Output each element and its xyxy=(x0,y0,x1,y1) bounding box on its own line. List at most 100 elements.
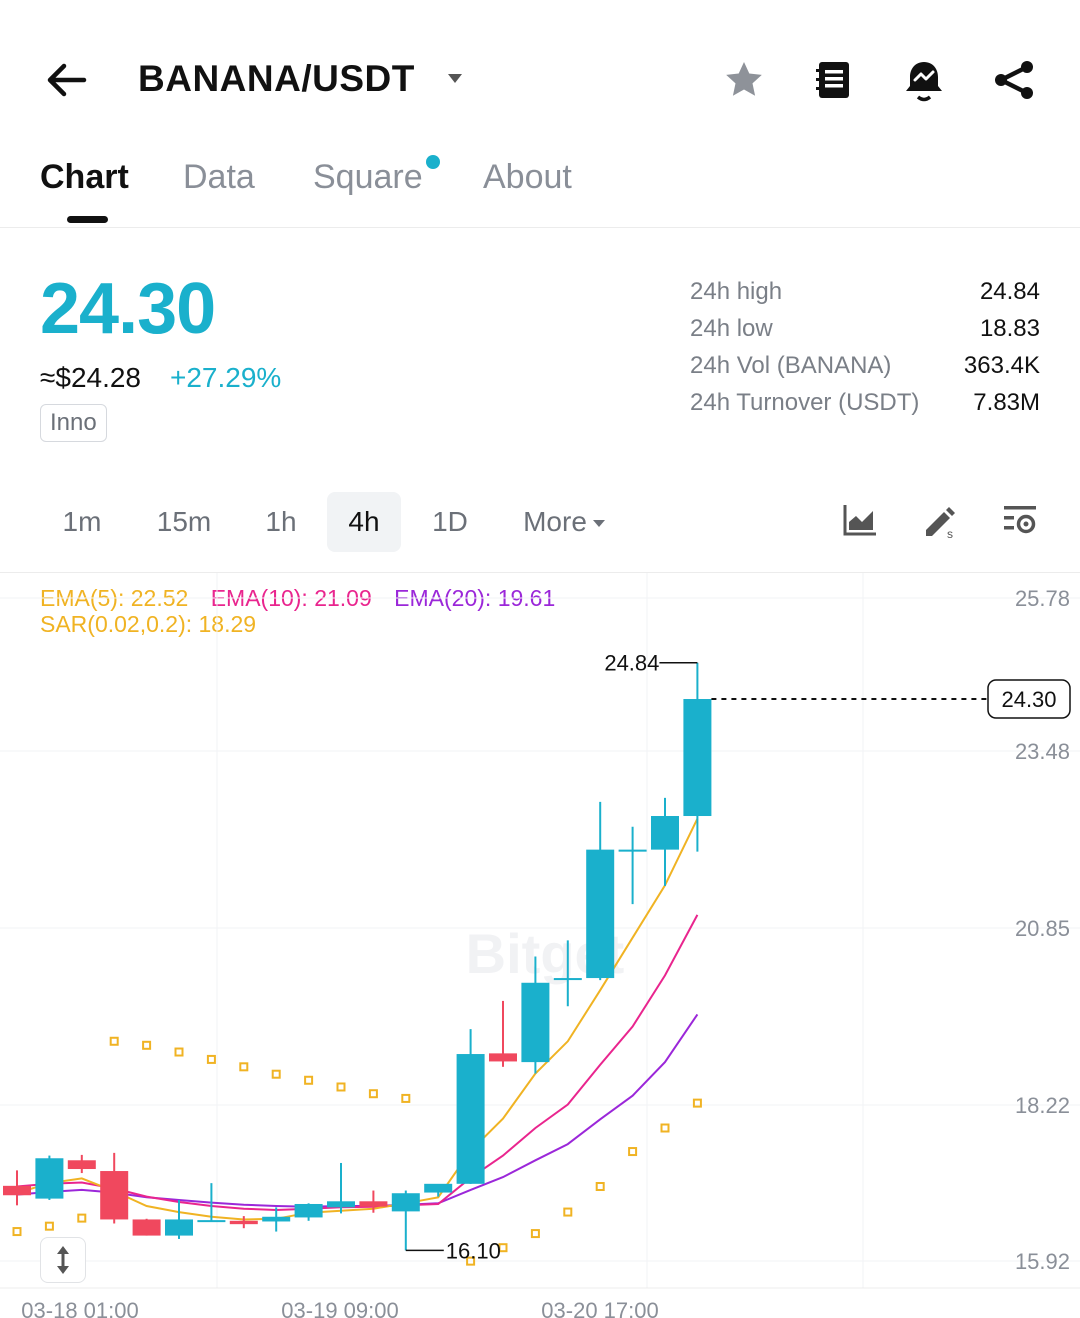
scale-toggle-button[interactable] xyxy=(40,1237,86,1283)
pair-title[interactable]: BANANA/USDT xyxy=(138,58,415,99)
vertical-arrows-icon xyxy=(57,1246,69,1274)
last-price-tag-label: 24.30 xyxy=(1001,687,1056,712)
tab-square[interactable]: Square xyxy=(313,158,423,196)
star-icon[interactable] xyxy=(722,58,766,102)
candlestick-chart[interactable]: EMA(5): 22.52 EMA(10): 21.09 EMA(20): 19… xyxy=(0,572,1080,1318)
candle-body xyxy=(327,1201,355,1208)
ema10-line xyxy=(16,914,699,1212)
stat-value: 7.83M xyxy=(973,389,1040,416)
sar-dot xyxy=(304,1075,314,1085)
share-icon[interactable] xyxy=(992,58,1036,102)
chart-canvas[interactable]: 25.78 23.48 20.85 18.22 15.92 03-18 01:00 03-1… xyxy=(0,573,1080,1318)
y-tick-label: 18.22 xyxy=(1015,1093,1070,1118)
stat-row: 24h low 18.83 xyxy=(690,315,1040,352)
candle-body xyxy=(229,1220,258,1225)
stat-label: 24h Turnover (USDT) xyxy=(690,389,920,416)
sar-dot xyxy=(498,1243,508,1253)
candle-body xyxy=(586,849,615,979)
timeframe-1h[interactable]: 1h xyxy=(265,506,297,537)
y-tick-label: 20.85 xyxy=(1015,916,1070,941)
low-price-label: 16.10 xyxy=(446,1238,501,1263)
candle-body xyxy=(683,699,712,817)
candle-body xyxy=(651,816,679,850)
high-price-label: 24.84 xyxy=(604,651,659,676)
sar-dot xyxy=(368,1089,378,1099)
candle-body xyxy=(456,1054,485,1184)
candle-body xyxy=(489,1053,517,1062)
chevron-down-icon[interactable] xyxy=(446,70,464,88)
timeframe-15m[interactable]: 15m xyxy=(156,506,212,537)
timeframe-4h[interactable]: 4h xyxy=(327,492,401,552)
zone-tag: Inno xyxy=(40,404,107,442)
sar-dot xyxy=(530,1229,540,1239)
timeframe-more-label: More xyxy=(523,506,587,537)
draw-tool-icon[interactable]: s xyxy=(920,500,960,540)
x-tick-label: 03-18 01:00 xyxy=(21,1298,138,1318)
ema-lines xyxy=(16,818,699,1221)
usd-equivalent: ≈$24.28 xyxy=(40,362,142,393)
stat-value: 363.4K xyxy=(963,352,1040,379)
timeframe-1d[interactable]: 1D xyxy=(432,506,468,537)
candle-body xyxy=(197,1220,226,1223)
candle-body xyxy=(35,1158,64,1199)
chevron-down-icon xyxy=(592,520,605,528)
stat-row: 24h Turnover (USDT) 7.83M xyxy=(690,389,1040,426)
candle-body xyxy=(165,1219,193,1236)
candle-body xyxy=(132,1219,161,1236)
stat-value: 18.83 xyxy=(979,315,1040,342)
x-tick-label: 03-19 09:00 xyxy=(281,1298,398,1318)
candle-body xyxy=(359,1201,388,1207)
sar-dot xyxy=(77,1213,87,1223)
sar-dot xyxy=(628,1147,638,1157)
price-alert-bell-icon[interactable] xyxy=(902,58,946,102)
stat-label: 24h low xyxy=(690,315,773,342)
tab-bar: Chart Data Square About xyxy=(0,150,1080,228)
sar-dot xyxy=(12,1227,22,1237)
candle-body xyxy=(67,1160,96,1170)
sar-dot xyxy=(401,1093,411,1103)
indicator-chart-icon[interactable] xyxy=(840,500,880,540)
timeframe-more[interactable]: More xyxy=(508,492,620,552)
24h-stats: 24h high 24.84 24h low 18.83 24h Vol (BA… xyxy=(690,278,1040,426)
timeframe-1m[interactable]: 1m xyxy=(62,506,102,537)
top-bar: BANANA/USDT xyxy=(0,40,1080,120)
last-price-tag xyxy=(987,679,1071,719)
stat-row: 24h Vol (BANANA) 363.4K xyxy=(690,352,1040,389)
stat-row: 24h high 24.84 xyxy=(690,278,1040,315)
notebook-icon[interactable] xyxy=(812,58,856,102)
sar-dot xyxy=(336,1082,346,1092)
stat-label: 24h high xyxy=(690,278,783,305)
sar-dot xyxy=(239,1062,249,1072)
tab-about[interactable]: About xyxy=(483,158,572,196)
active-tab-indicator xyxy=(67,216,108,223)
y-tick-label: 25.78 xyxy=(1015,586,1070,611)
last-price: 24.30 xyxy=(40,269,216,349)
y-tick-label: 23.48 xyxy=(1015,739,1070,764)
candle-body xyxy=(294,1203,323,1218)
notification-dot xyxy=(426,155,440,169)
sar-dot xyxy=(595,1182,605,1192)
sar-dot xyxy=(109,1036,119,1046)
stat-value: 24.84 xyxy=(979,278,1040,305)
timeframe-bar: 1m 15m 1h 4h 1D More s xyxy=(0,492,1080,554)
stat-label: 24h Vol (BANANA) xyxy=(690,352,892,379)
sar-dot xyxy=(44,1221,54,1231)
candles xyxy=(3,662,712,1251)
candle-body xyxy=(521,982,550,1063)
sar-dot xyxy=(174,1047,184,1057)
y-tick-label: 15.92 xyxy=(1015,1249,1070,1274)
sar-dot xyxy=(563,1207,573,1217)
candle-body xyxy=(100,1171,129,1220)
tab-data[interactable]: Data xyxy=(183,158,255,196)
ema5-line xyxy=(16,818,699,1221)
back-arrow-icon[interactable] xyxy=(44,60,88,100)
sar-readout: SAR(0.02,0.2): 18.29 xyxy=(40,611,257,637)
svg-text:s: s xyxy=(947,527,953,540)
candle-body xyxy=(618,849,647,852)
candle-body xyxy=(553,978,582,981)
sar-dot xyxy=(271,1069,281,1079)
sar-dot xyxy=(466,1256,476,1266)
tab-chart[interactable]: Chart xyxy=(40,158,129,196)
sar-dot xyxy=(142,1040,152,1050)
chart-settings-icon[interactable] xyxy=(1000,500,1040,540)
